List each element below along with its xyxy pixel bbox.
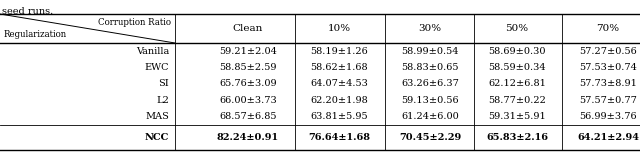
Text: 58.85±2.59: 58.85±2.59 — [220, 63, 276, 72]
Text: 58.59±0.34: 58.59±0.34 — [488, 63, 546, 72]
Text: 58.83±0.65: 58.83±0.65 — [401, 63, 459, 72]
Text: 66.00±3.73: 66.00±3.73 — [219, 96, 277, 105]
Text: seed runs.: seed runs. — [2, 7, 53, 16]
Text: EWC: EWC — [145, 63, 169, 72]
Text: 64.21±2.94: 64.21±2.94 — [577, 133, 639, 142]
Text: 64.07±4.53: 64.07±4.53 — [310, 79, 368, 89]
Text: SI: SI — [158, 79, 169, 89]
Text: 57.27±0.56: 57.27±0.56 — [579, 47, 637, 56]
Text: MAS: MAS — [145, 112, 169, 121]
Text: L2: L2 — [156, 96, 169, 105]
Text: 68.57±6.85: 68.57±6.85 — [220, 112, 276, 121]
Text: 58.99±0.54: 58.99±0.54 — [401, 47, 459, 56]
Text: 58.19±1.26: 58.19±1.26 — [310, 47, 368, 56]
Text: Clean: Clean — [233, 24, 263, 33]
Text: 57.57±0.77: 57.57±0.77 — [579, 96, 637, 105]
Text: 50%: 50% — [506, 24, 529, 33]
Text: Regularization: Regularization — [4, 30, 67, 39]
Text: Corruption Ratio: Corruption Ratio — [98, 18, 171, 27]
Text: 56.99±3.76: 56.99±3.76 — [579, 112, 637, 121]
Text: 61.24±6.00: 61.24±6.00 — [401, 112, 459, 121]
Text: 59.13±0.56: 59.13±0.56 — [401, 96, 459, 105]
Text: 65.76±3.09: 65.76±3.09 — [219, 79, 277, 89]
Text: Vanilla: Vanilla — [136, 47, 169, 56]
Text: 70.45±2.29: 70.45±2.29 — [399, 133, 461, 142]
Text: 63.81±5.95: 63.81±5.95 — [310, 112, 368, 121]
Text: 58.69±0.30: 58.69±0.30 — [488, 47, 546, 56]
Text: NCC: NCC — [145, 133, 169, 142]
Text: 58.77±0.22: 58.77±0.22 — [488, 96, 546, 105]
Text: 65.83±2.16: 65.83±2.16 — [486, 133, 548, 142]
Text: 58.62±1.68: 58.62±1.68 — [310, 63, 368, 72]
Text: 62.20±1.98: 62.20±1.98 — [310, 96, 368, 105]
Text: 70%: 70% — [596, 24, 620, 33]
Text: 10%: 10% — [328, 24, 351, 33]
Text: 76.64±1.68: 76.64±1.68 — [308, 133, 370, 142]
Text: 63.26±6.37: 63.26±6.37 — [401, 79, 459, 89]
Text: 57.53±0.74: 57.53±0.74 — [579, 63, 637, 72]
Text: 30%: 30% — [419, 24, 442, 33]
Text: 82.24±0.91: 82.24±0.91 — [217, 133, 279, 142]
Text: 62.12±6.81: 62.12±6.81 — [488, 79, 546, 89]
Text: 57.73±8.91: 57.73±8.91 — [579, 79, 637, 89]
Text: 59.21±2.04: 59.21±2.04 — [219, 47, 277, 56]
Text: 59.31±5.91: 59.31±5.91 — [488, 112, 546, 121]
